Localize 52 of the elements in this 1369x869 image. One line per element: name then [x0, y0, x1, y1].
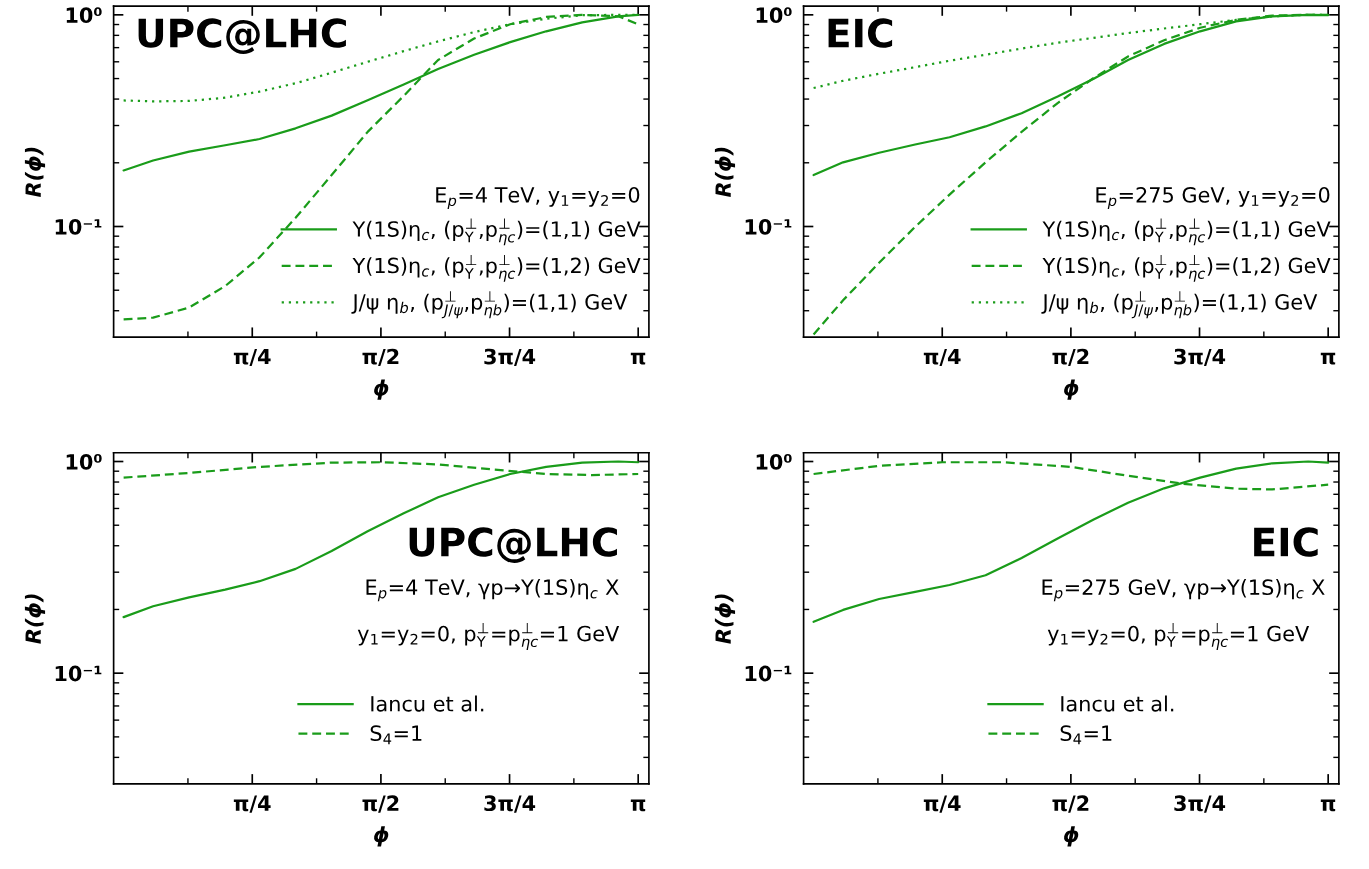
annotation: EIC [828, 18, 893, 48]
text: J/ψ η$_{b}$, (p$^{⊥}$$_{J/ψ}$,p$^{⊥}$$_{ηb}$)=(1,1) GeV [1041, 291, 1318, 319]
annotation: UPC@LHC [138, 18, 346, 54]
x-tick-label: π/4 [923, 348, 961, 367]
x-tick-label: π/4 [233, 795, 271, 813]
x-tick-label: π [1320, 799, 1336, 812]
annotation: E$_{p}$=4 TeV, γp→Υ(1S)η$_{c}$ X [366, 579, 619, 602]
x-tick-label: 3π/4 [1174, 348, 1226, 367]
x-tick-label: π/4 [923, 795, 961, 813]
y-tick-label: 10⁰ [66, 453, 102, 470]
y-tick-label: 10⁻¹ [745, 665, 792, 682]
x-tick-label: π/2 [362, 348, 399, 367]
annotation: E$_{p}$=275 GeV, γp→Υ(1S)η$_{c}$ X [1042, 579, 1325, 602]
annotation: EIC [1254, 527, 1318, 557]
x-tick-label: π [630, 799, 646, 812]
x-tick-label: π/2 [1052, 348, 1089, 367]
text: Υ(1S)η$_{c}$, (p$^{⊥}$$_{Υ}$,p$^{⊥}$$_{ηc}$)=(1,1) GeV [352, 218, 641, 246]
legend-label: S$_{4}$=1 [370, 725, 422, 745]
y-axis-title: R(ϕ) [714, 147, 736, 198]
y-tick-label: 10⁻¹ [55, 665, 102, 682]
y-axis-title: R(ϕ) [24, 147, 46, 198]
text: Υ(1S)η$_{c}$, (p$^{⊥}$$_{Υ}$,p$^{⊥}$$_{ηc}$)=(1,2) GeV [1042, 254, 1331, 282]
y-tick-label: 10⁻¹ [55, 218, 102, 235]
text: y$_{1}$=y$_{2}$=0, p$^{⊥}$$_{Υ}$=p$^{⊥}$$_{ηc}$=1 GeV [357, 622, 620, 650]
x-axis-title: ϕ [1064, 826, 1079, 847]
x-tick-label: π [630, 352, 646, 365]
x-tick-label: 3π/4 [484, 795, 536, 813]
x-tick-label: 3π/4 [484, 348, 536, 367]
legend-title: E$_{p}$=275 GeV, y$_{1}$=y$_{2}$=0 [1096, 186, 1330, 209]
x-axis-title: ϕ [374, 379, 389, 400]
text: Υ(1S)η$_{c}$, (p$^{⊥}$$_{Υ}$,p$^{⊥}$$_{ηc}$)=(1,1) GeV [1042, 218, 1331, 246]
y-tick-label: 10⁰ [756, 453, 792, 470]
text: y$_{1}$=y$_{2}$=0, p$^{⊥}$$_{Υ}$=p$^{⊥}$$_{ηc}$=1 GeV [1047, 622, 1310, 650]
text: Υ(1S)η$_{c}$, (p$^{⊥}$$_{Υ}$,p$^{⊥}$$_{ηc}$)=(1,2) GeV [352, 254, 641, 282]
x-tick-label: π/4 [233, 348, 271, 367]
y-tick-label: 10⁻¹ [745, 218, 792, 235]
legend-label: S$_{4}$=1 [1060, 725, 1112, 745]
legend-label: Iancu et al. [371, 695, 484, 712]
y-tick-label: 10⁰ [66, 7, 102, 24]
y-axis-title: R(ϕ) [24, 594, 46, 644]
y-tick-label: 10⁰ [756, 7, 792, 24]
y-axis-title: R(ϕ) [714, 594, 736, 644]
text: J/ψ η$_{b}$, (p$^{⊥}$$_{J/ψ}$,p$^{⊥}$$_{ηb}$)=(1,1) GeV [351, 291, 628, 319]
x-tick-label: π/2 [1052, 795, 1089, 813]
legend-title: E$_{p}$=4 TeV, y$_{1}$=y$_{2}$=0 [436, 186, 640, 209]
legend-label: Iancu et al. [1061, 695, 1174, 712]
x-axis-title: ϕ [374, 826, 389, 847]
x-tick-label: π [1320, 352, 1336, 365]
annotation: UPC@LHC [409, 527, 617, 563]
x-axis-title: ϕ [1064, 379, 1079, 400]
x-tick-label: π/2 [362, 795, 399, 813]
x-tick-label: 3π/4 [1174, 795, 1226, 813]
